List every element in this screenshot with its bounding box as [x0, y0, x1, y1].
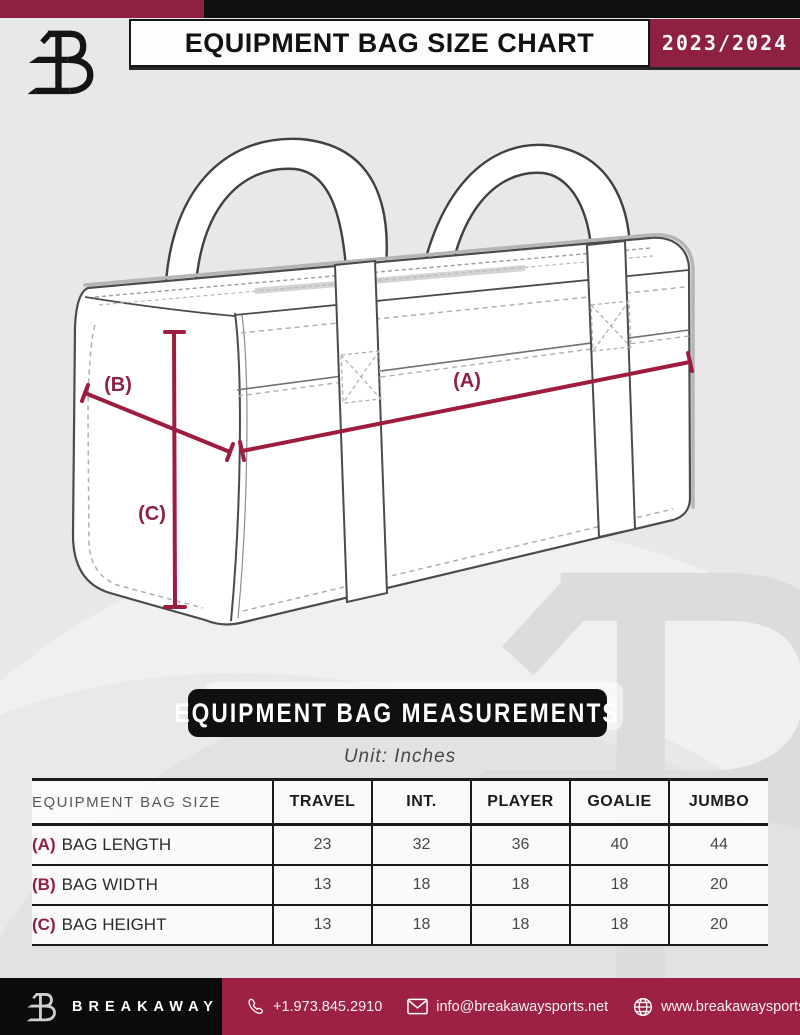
bag-piping [83, 233, 695, 509]
dimension-label-a: (A) [453, 370, 481, 392]
globe-icon [634, 997, 653, 1016]
zipper-stitch [98, 255, 654, 306]
top-strip-maroon [0, 0, 204, 18]
zipper-teeth [254, 265, 526, 294]
contact-phone: +1.973.845.2910 [246, 997, 382, 1016]
right-strap-x-stitch [590, 300, 632, 352]
table-header-row: EQUIPMENT BAG SIZE TRAVEL INT. PLAYER GO… [32, 779, 768, 826]
left-strap-x-stitch [340, 350, 382, 404]
row-label: BAG WIDTH [61, 875, 158, 894]
dimension-line-a [240, 360, 692, 453]
duffel-bag-diagram: (A) (B) (C) [71, 137, 695, 626]
dimension-arrows [80, 330, 694, 609]
bottom-stitch [242, 508, 674, 612]
panel-top-seam [84, 296, 236, 317]
column-header-goalie: GOALIE [569, 779, 669, 826]
panel-front-seam [230, 312, 241, 622]
row-label: BAG HEIGHT [61, 915, 167, 934]
row-key: (C) [32, 915, 56, 934]
panel-stitch [87, 324, 204, 609]
cell-value: 13 [272, 865, 372, 906]
page-title-box: EQUIPMENT BAG SIZE CHART [129, 19, 650, 67]
row-label: BAG LENGTH [61, 835, 172, 854]
table-row-bag-height: (C) BAG HEIGHT 13 18 18 18 20 [32, 905, 768, 945]
zipper-stitch [94, 247, 652, 298]
dimension-label-b: (B) [104, 374, 132, 396]
envelope-icon [407, 998, 429, 1015]
cell-value: 18 [569, 905, 669, 945]
table-row-bag-length: (A) BAG LENGTH 23 32 36 40 44 [32, 824, 768, 866]
bag-left-strap [333, 259, 389, 604]
footer-brand-block: BREAKAWAY [0, 978, 222, 1035]
cell-value: 13 [272, 905, 372, 945]
email-address: info@breakawaysports.net [436, 998, 609, 1015]
cell-value: 18 [371, 865, 471, 906]
season-badge: 2023/2024 [650, 19, 800, 67]
column-header-jumbo: JUMBO [668, 779, 768, 826]
unit-note: Unit: Inches [343, 746, 457, 767]
cell-value: 20 [668, 905, 768, 945]
dimension-line-b [83, 391, 232, 454]
column-header-int: INT. [371, 779, 471, 826]
page-title: EQUIPMENT BAG SIZE CHART [184, 27, 595, 58]
size-table: EQUIPMENT BAG SIZE TRAVEL INT. PLAYER GO… [32, 778, 768, 946]
column-header-size: EQUIPMENT BAG SIZE [32, 779, 273, 826]
measurements-banner-label: EQUIPMENT BAG MEASUREMENTS [174, 697, 621, 728]
footer: BREAKAWAY +1.973.845.2910 info@breakaway… [0, 978, 800, 1035]
cell-value: 18 [569, 865, 669, 906]
phone-number: +1.973.845.2910 [273, 998, 383, 1015]
season-label: 2023/2024 [661, 31, 789, 55]
cell-value: 18 [371, 905, 471, 945]
footer-brand-name: BREAKAWAY [72, 998, 219, 1015]
contact-website: www.breakawaysports.net [633, 997, 800, 1017]
breakaway-logo-footer [26, 990, 58, 1024]
cell-value: 44 [668, 824, 768, 866]
row-key: (A) [32, 835, 56, 854]
website-url: www.breakawaysports.net [661, 998, 800, 1015]
cell-value: 36 [470, 824, 570, 866]
cell-value: 18 [470, 865, 570, 906]
bag-right-strap [585, 239, 637, 539]
cell-value: 40 [569, 824, 669, 866]
cell-value: 32 [371, 824, 471, 866]
measurements-banner: EQUIPMENT BAG MEASUREMENTS [175, 689, 618, 737]
footer-contacts: +1.973.845.2910 info@breakawaysports.net [222, 978, 800, 1035]
cell-value: 20 [668, 865, 768, 906]
breakaway-logo [26, 24, 98, 100]
dimension-line-c [172, 330, 177, 609]
dimension-label-c: (C) [138, 503, 166, 525]
top-strip-black [204, 0, 800, 18]
column-header-player: PLAYER [470, 779, 570, 826]
phone-icon [248, 998, 264, 1014]
contact-email: info@breakawaysports.net [407, 998, 608, 1015]
cell-value: 23 [272, 824, 372, 866]
table-row-bag-width: (B) BAG WIDTH 13 18 18 18 20 [32, 865, 768, 906]
row-key: (B) [32, 875, 56, 894]
column-header-travel: TRAVEL [272, 779, 372, 826]
cell-value: 18 [470, 905, 570, 945]
